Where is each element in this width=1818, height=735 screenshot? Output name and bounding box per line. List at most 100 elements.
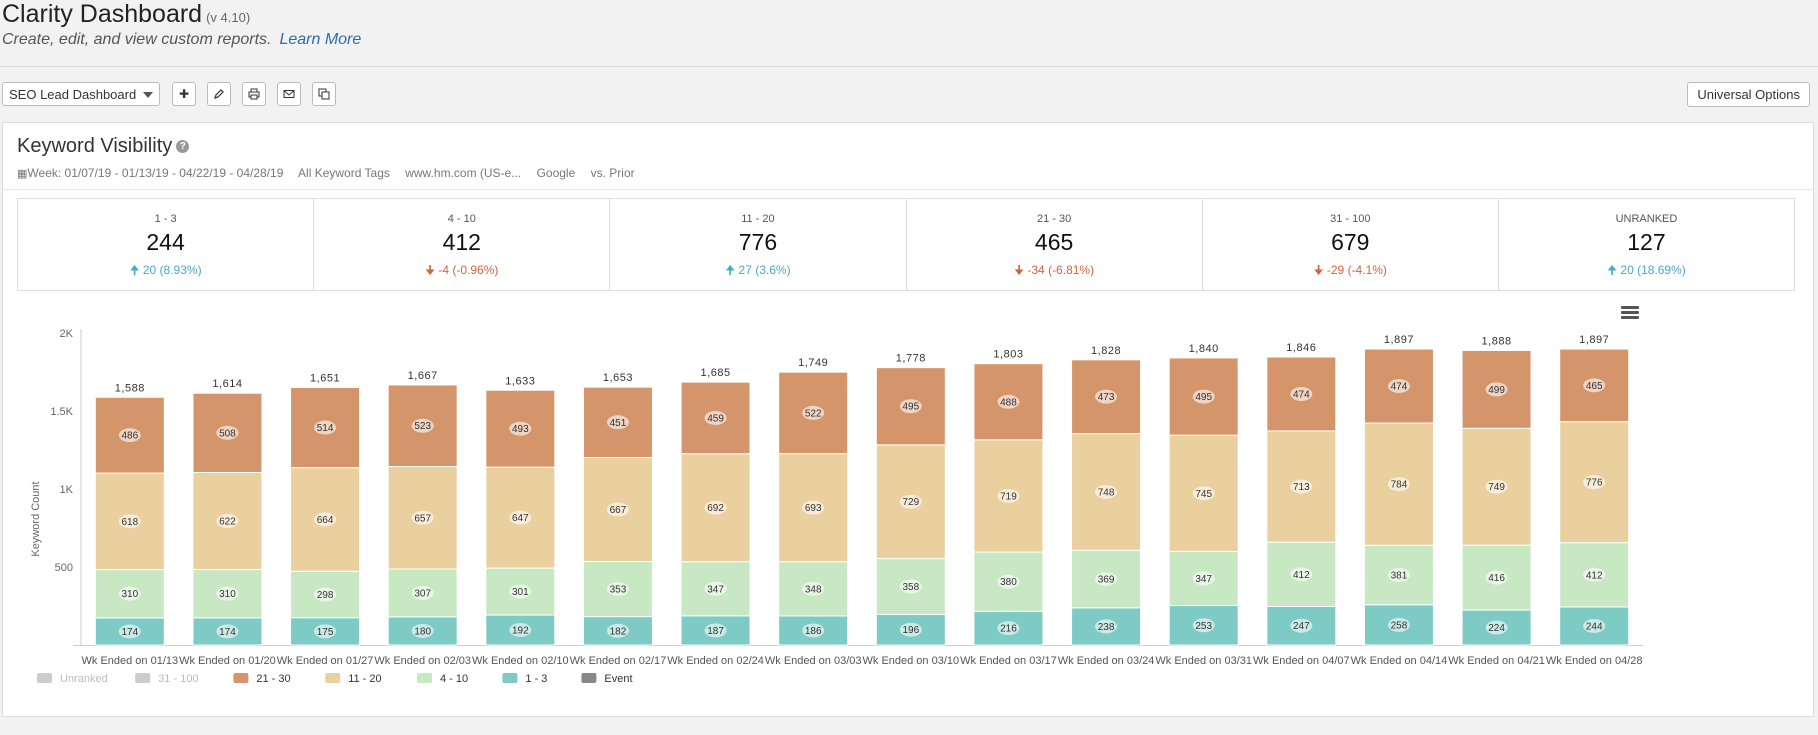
summary-change-text: 20 (18.69%) <box>1620 263 1686 277</box>
legend-swatch <box>135 673 151 683</box>
data-label-bg <box>1485 570 1508 585</box>
legend-swatch <box>233 673 249 683</box>
x-tick-label: Wk Ended on 02/17 <box>570 655 667 667</box>
summary-label: 1 - 3 <box>154 213 177 225</box>
filter-engine[interactable]: Google <box>536 166 576 180</box>
data-label: 353 <box>610 585 627 596</box>
data-label: 380 <box>1000 577 1017 588</box>
data-label: 187 <box>707 626 724 637</box>
data-label-bg <box>802 581 825 596</box>
data-label-bg <box>606 502 629 517</box>
summary-change: 🠋 -34 (-6.81%) <box>907 261 1202 282</box>
data-label-bg <box>606 582 629 597</box>
data-label-bg <box>997 574 1020 589</box>
copy-button[interactable] <box>312 82 336 106</box>
summary-change: 🠋 -29 (-4.1%) <box>1203 261 1498 282</box>
keyword-visibility-panel: Keyword Visibility? ▦Week: 01/07/19 - 01… <box>2 122 1814 717</box>
universal-options-button[interactable]: Universal Options <box>1687 82 1810 107</box>
help-icon[interactable]: ? <box>176 140 190 154</box>
data-label-bg <box>411 418 434 433</box>
summary-cell-4-10[interactable]: 4 - 10 412 🠋 -4 (-0.96%) <box>314 199 611 290</box>
data-label: 784 <box>1391 480 1408 491</box>
x-tick-label: Wk Ended on 02/24 <box>667 655 764 667</box>
data-label-bg <box>216 425 239 440</box>
data-label-bg <box>1192 618 1215 633</box>
data-label: 664 <box>317 515 334 526</box>
summary-value: 244 <box>146 229 185 255</box>
print-button[interactable] <box>242 82 266 106</box>
data-label: 719 <box>1000 491 1017 502</box>
data-label: 523 <box>414 421 431 432</box>
filter-site[interactable]: www.hm.com (US-e... <box>405 166 522 180</box>
total-label: 1,633 <box>505 375 535 387</box>
data-label: 622 <box>219 516 236 527</box>
x-tick-label: Wk Ended on 03/10 <box>863 655 960 667</box>
data-label-bg <box>118 624 141 639</box>
data-label-bg <box>314 587 337 602</box>
summary-change-text: -29 (-4.1%) <box>1326 263 1387 277</box>
data-label: 244 <box>1586 621 1603 632</box>
data-label-bg <box>1485 479 1508 494</box>
filter-compare[interactable]: vs. Prior <box>590 166 635 180</box>
summary-cell-21-30[interactable]: 21 - 30 465 🠋 -34 (-6.81%) <box>907 199 1203 290</box>
copy-icon <box>318 88 330 100</box>
data-label-bg <box>118 514 141 529</box>
summary-cell-unranked[interactable]: UNRANKED 127 🠉 20 (18.69%) <box>1499 199 1794 290</box>
filter-tags[interactable]: All Keyword Tags <box>298 166 390 180</box>
data-label: 459 <box>707 413 724 424</box>
email-button[interactable] <box>277 82 301 106</box>
data-label: 749 <box>1488 482 1505 493</box>
data-label: 522 <box>805 408 822 419</box>
edit-dashboard-button[interactable] <box>207 82 231 106</box>
total-label: 1,897 <box>1384 334 1414 346</box>
data-label-bg <box>899 579 922 594</box>
summary-value: 776 <box>738 229 778 255</box>
data-label: 748 <box>1098 487 1115 498</box>
data-label-bg <box>899 399 922 414</box>
data-label-bg <box>314 420 337 435</box>
summary-cell-1-3[interactable]: 1 - 3 244 🠉 20 (8.93%) <box>18 199 315 290</box>
learn-more-link[interactable]: Learn More <box>279 31 362 48</box>
data-label: 667 <box>610 505 627 516</box>
chevron-down-icon <box>143 92 153 98</box>
data-label-bg <box>1095 389 1118 404</box>
data-label: 693 <box>805 503 822 514</box>
data-label: 192 <box>512 626 529 637</box>
dashboard-select-value: SEO Lead Dashboard <box>9 87 137 102</box>
data-label-bg <box>802 500 825 515</box>
filter-week[interactable]: Week: 01/07/19 - 01/13/19 - 04/22/19 - 0… <box>27 166 284 180</box>
arrow-up-icon: 🠉 <box>1607 263 1618 277</box>
data-label-bg <box>1387 477 1410 492</box>
data-label: 499 <box>1488 385 1505 396</box>
y-tick-label: 500 <box>55 562 73 574</box>
data-label-bg <box>606 415 629 430</box>
total-label: 1,828 <box>1091 345 1121 357</box>
app-version: (v 4.10) <box>206 10 251 25</box>
data-label-bg <box>1583 567 1606 582</box>
data-label: 745 <box>1195 489 1212 500</box>
data-label: 495 <box>902 402 919 413</box>
data-label: 174 <box>121 627 138 638</box>
data-label-bg <box>1387 379 1410 394</box>
dashboard-select[interactable]: SEO Lead Dashboard <box>2 82 160 106</box>
summary-cell-11-20[interactable]: 11 - 20 776 🠉 27 (3.6%) <box>610 199 907 290</box>
y-axis-label: Keyword Count <box>30 481 42 556</box>
data-label-bg <box>997 394 1020 409</box>
x-tick-label: Wk Ended on 04/21 <box>1448 655 1545 667</box>
data-label: 495 <box>1195 392 1212 403</box>
chart-menu-icon[interactable] <box>1621 306 1639 320</box>
legend-item: 4 - 10 <box>440 673 468 685</box>
arrow-down-icon: 🠋 <box>425 263 436 277</box>
data-label: 412 <box>1586 570 1603 581</box>
data-label-bg <box>1290 386 1313 401</box>
data-label: 493 <box>512 424 529 435</box>
add-dashboard-button[interactable]: ✚ <box>172 82 196 106</box>
legend-item: 21 - 30 <box>256 673 290 685</box>
summary-label: UNRANKED <box>1615 213 1678 225</box>
summary-cell-31-100[interactable]: 31 - 100 679 🠋 -29 (-4.1%) <box>1203 199 1499 290</box>
data-label-bg <box>1290 479 1313 494</box>
data-label-bg <box>1290 618 1313 633</box>
arrow-up-icon: 🠉 <box>725 263 736 277</box>
data-label-bg <box>1192 486 1215 501</box>
data-label-bg <box>216 586 239 601</box>
